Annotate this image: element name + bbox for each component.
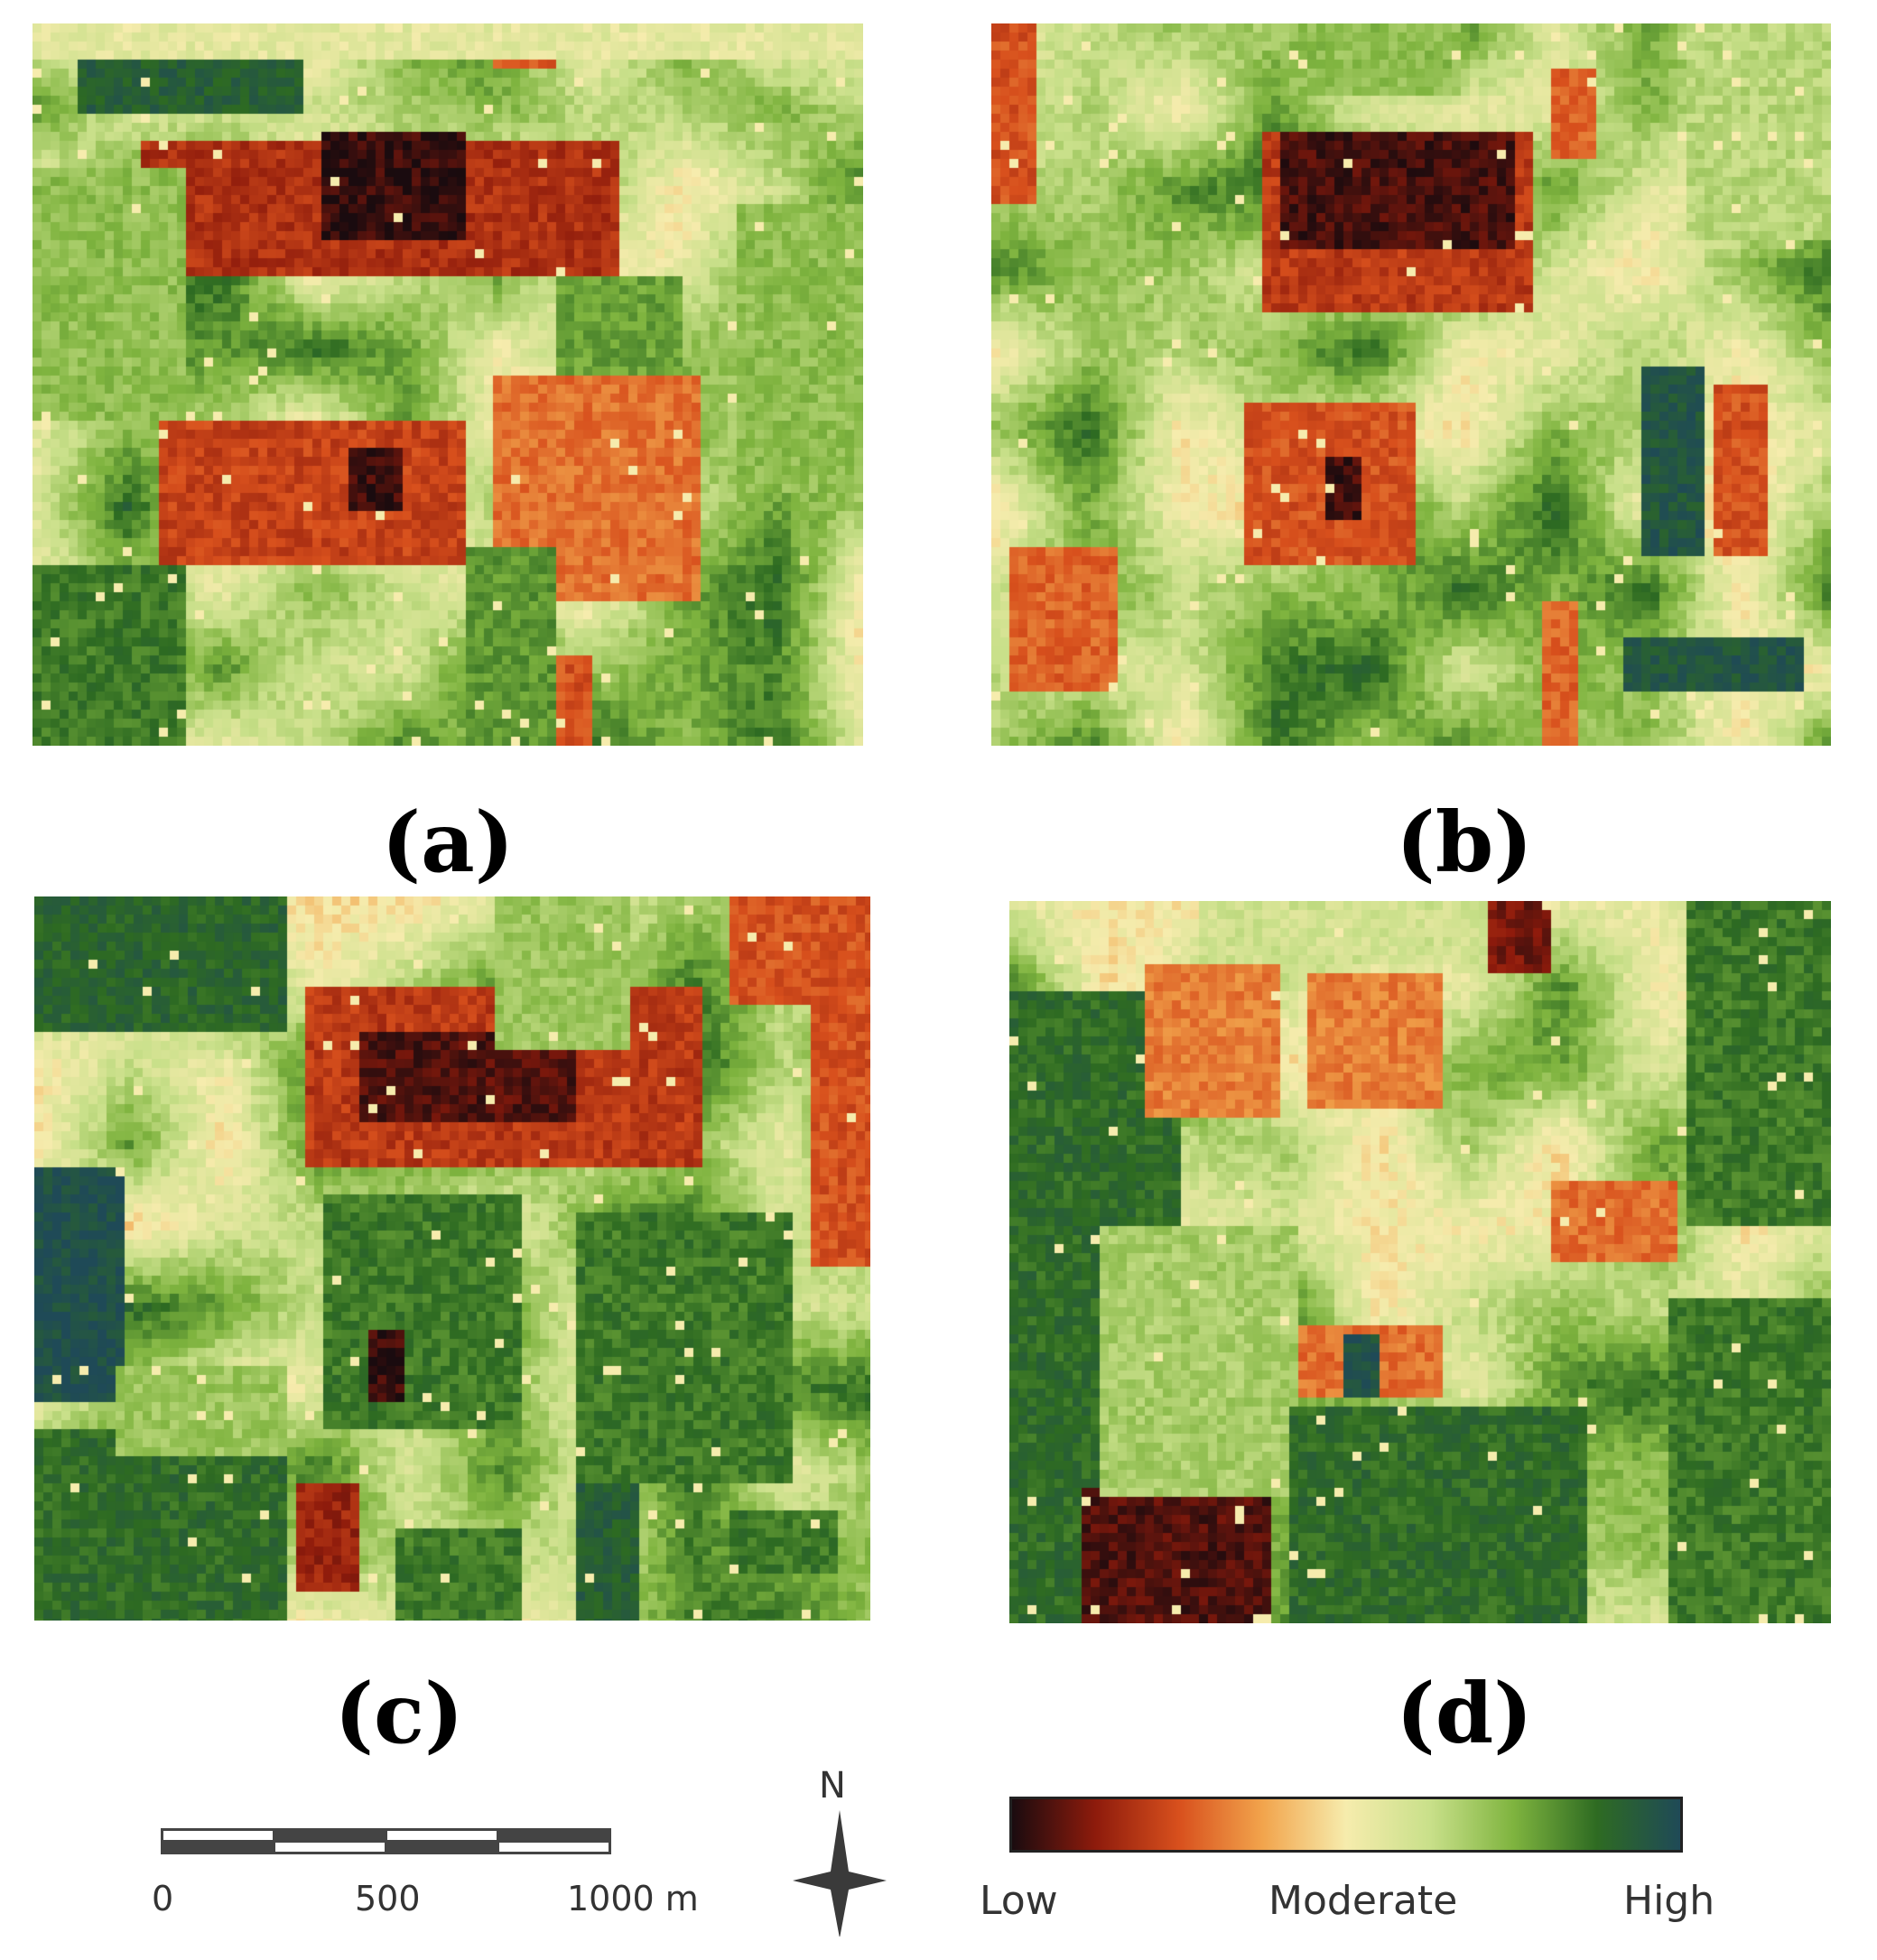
north-arrow-icon	[793, 1810, 887, 1937]
scale-label-1000: 1000 m	[567, 1879, 699, 1918]
legend-moderate-label: Moderate	[1268, 1878, 1458, 1924]
map-panel-c	[34, 896, 870, 1621]
scale-segment	[161, 1840, 275, 1854]
raster-map-b	[991, 23, 1831, 746]
raster-map-c	[34, 896, 870, 1621]
scale-segment	[385, 1840, 499, 1854]
map-panel-d	[1009, 901, 1831, 1623]
scale-segment	[273, 1840, 387, 1854]
scale-label-0: 0	[152, 1879, 174, 1918]
north-letter: N	[819, 1765, 846, 1807]
legend-high-label: High	[1623, 1878, 1715, 1924]
color-legend-bar	[1009, 1797, 1683, 1853]
map-panel-b	[991, 23, 1831, 746]
legend-low-label: Low	[980, 1878, 1058, 1924]
panel-label-b: (b)	[1396, 794, 1533, 891]
raster-map-d	[1009, 901, 1831, 1623]
scale-label-500: 500	[355, 1879, 421, 1918]
raster-map-a	[33, 23, 863, 746]
panel-label-a: (a)	[381, 794, 515, 891]
panel-label-d: (d)	[1396, 1665, 1533, 1762]
map-panel-a	[33, 23, 863, 746]
scale-segment	[497, 1840, 611, 1854]
panel-label-c: (c)	[334, 1665, 464, 1762]
